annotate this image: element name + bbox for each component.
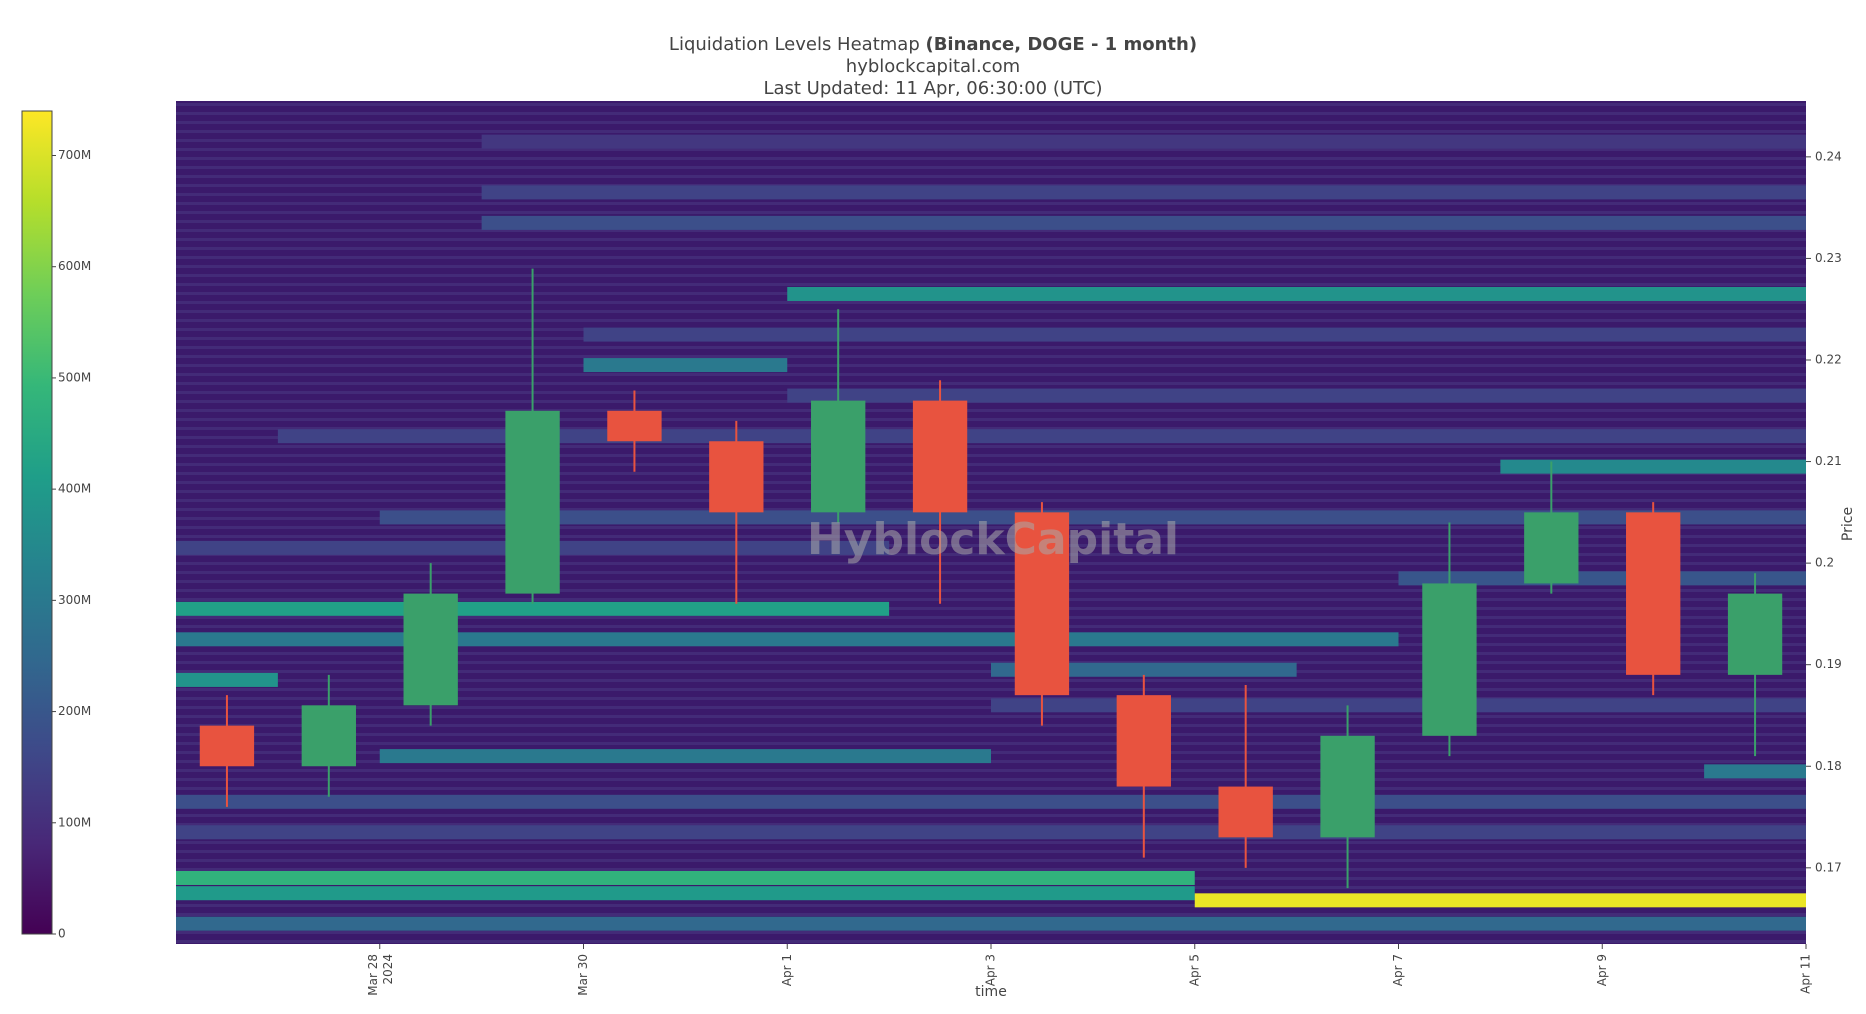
colorbar-tick-label: 600M bbox=[58, 259, 91, 273]
liquidation-band bbox=[176, 601, 890, 616]
updated: Last Updated: 11 Apr, 06:30:00 (UTC) bbox=[763, 78, 1102, 99]
x-axis-label: time bbox=[975, 984, 1007, 1000]
candle-body bbox=[1422, 583, 1477, 736]
liquidation-band bbox=[481, 215, 1806, 230]
candle-body bbox=[403, 593, 458, 706]
liquidation-band bbox=[1194, 893, 1806, 908]
colorbar-tick-label: 300M bbox=[58, 593, 91, 607]
liquidation-band bbox=[176, 916, 1806, 931]
candle-body bbox=[1524, 512, 1579, 584]
x-tick-label: Apr 5 bbox=[1187, 954, 1201, 986]
candle-body bbox=[1014, 512, 1070, 696]
subtitle: hyblockcapital.com bbox=[846, 56, 1020, 77]
chart-title: Liquidation Levels Heatmap (Binance, DOG… bbox=[669, 34, 1197, 55]
liquidation-band bbox=[583, 358, 788, 373]
candle-body bbox=[199, 725, 255, 767]
y-tick-label: 0.24 bbox=[1815, 149, 1842, 163]
liquidation-band bbox=[176, 672, 278, 687]
liquidation-band bbox=[583, 327, 1806, 342]
candle-body bbox=[1626, 512, 1681, 675]
liquidation-band bbox=[481, 185, 1806, 200]
y-tick-label: 0.19 bbox=[1815, 657, 1842, 671]
liquidation-band bbox=[379, 749, 991, 764]
y-tick-label: 0.17 bbox=[1815, 860, 1842, 874]
candle-body bbox=[811, 400, 866, 513]
x-tick-label: Mar 282024 bbox=[365, 954, 394, 996]
y-tick-label: 0.18 bbox=[1815, 759, 1842, 773]
colorbar-tick-label: 0 bbox=[58, 927, 66, 941]
candle-body bbox=[912, 400, 968, 513]
liquidation-band bbox=[176, 794, 1806, 809]
candle-body bbox=[1727, 593, 1783, 675]
colorbar-tick-label: 200M bbox=[58, 704, 91, 718]
y-tick-label: 0.2 bbox=[1815, 556, 1834, 570]
x-tick-label: Apr 1 bbox=[780, 954, 794, 986]
colorbar-tick-label: 500M bbox=[58, 370, 91, 384]
liquidation-band bbox=[176, 632, 1399, 647]
colorbar bbox=[21, 110, 53, 935]
liquidation-band bbox=[1500, 459, 1806, 474]
candle-body bbox=[1116, 695, 1171, 787]
x-tick-label: Apr 7 bbox=[1391, 954, 1405, 986]
watermark: HyblockCapital bbox=[807, 514, 1179, 565]
candle-body bbox=[505, 410, 560, 594]
title-bold: (Binance, DOGE - 1 month) bbox=[925, 34, 1197, 55]
title-main: Liquidation Levels Heatmap bbox=[669, 34, 920, 55]
candle-body bbox=[301, 705, 356, 767]
colorbar-tick-label: 700M bbox=[58, 148, 91, 162]
liquidation-band bbox=[176, 825, 1806, 840]
candle-body bbox=[709, 441, 764, 513]
x-tick-label: Mar 30 bbox=[576, 954, 590, 996]
x-tick-label: Apr 3 bbox=[984, 954, 998, 986]
y-tick-label: 0.23 bbox=[1815, 251, 1842, 265]
liquidation-band bbox=[991, 698, 1806, 713]
candle-body bbox=[1320, 735, 1375, 838]
x-tick-label-line: 2024 bbox=[380, 954, 394, 985]
colorbar-tick-label: 100M bbox=[58, 815, 91, 829]
liquidation-band bbox=[1704, 764, 1806, 779]
candle-body bbox=[1218, 786, 1273, 838]
liquidation-band bbox=[481, 134, 1806, 149]
liquidation-band bbox=[1398, 571, 1806, 586]
colorbar-tick-label: 400M bbox=[58, 482, 91, 496]
candle-body bbox=[607, 410, 662, 442]
x-tick-label-line: Mar 28 bbox=[365, 954, 379, 996]
y-tick-label: 0.22 bbox=[1815, 352, 1842, 366]
y-tick-label: 0.21 bbox=[1815, 454, 1842, 468]
liquidation-band bbox=[787, 286, 1806, 301]
x-tick-label: Apr 9 bbox=[1595, 954, 1609, 986]
x-tick-label: Apr 11 bbox=[1799, 954, 1813, 994]
liquidation-band bbox=[176, 886, 1195, 901]
liquidation-band bbox=[787, 388, 1806, 403]
liquidation-band bbox=[176, 870, 1195, 885]
y-axis-label: Price bbox=[1840, 507, 1856, 541]
